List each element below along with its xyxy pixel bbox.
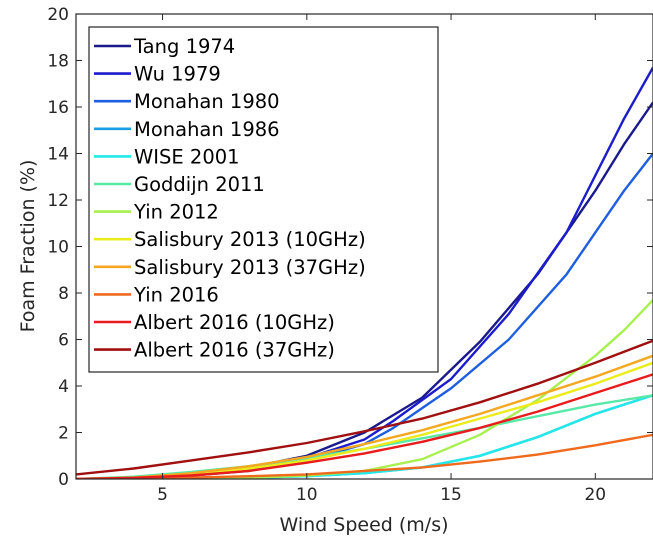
y-tick-label: 20 bbox=[47, 5, 69, 25]
legend-label-11: Albert 2016 (37GHz) bbox=[134, 339, 335, 362]
y-tick-label: 4 bbox=[58, 377, 69, 397]
y-tick-label: 14 bbox=[47, 145, 69, 165]
legend-label-1: Wu 1979 bbox=[134, 63, 221, 86]
legend-label-4: WISE 2001 bbox=[134, 145, 240, 168]
legend-label-0: Tang 1974 bbox=[133, 35, 235, 58]
series-line-5 bbox=[76, 394, 653, 479]
series-line-8 bbox=[76, 354, 653, 479]
x-axis: 5 10 15 20 bbox=[157, 14, 606, 505]
y-tick-label: 0 bbox=[58, 470, 69, 490]
x-axis-label: Wind Speed (m/s) bbox=[279, 514, 448, 536]
legend-label-5: Goddijn 2011 bbox=[134, 173, 265, 196]
y-tick-label: 6 bbox=[58, 331, 69, 351]
x-tick-label: 20 bbox=[584, 485, 606, 505]
legend-label-9: Yin 2016 bbox=[133, 283, 219, 306]
legend-label-8: Salisbury 2013 (37GHz) bbox=[134, 256, 366, 279]
series-line-9 bbox=[76, 433, 653, 479]
y-axis-label: Foam Fraction (%) bbox=[17, 160, 39, 333]
legend-label-6: Yin 2012 bbox=[133, 201, 219, 224]
y-axis: 0 2 4 6 8 10 12 14 16 18 20 bbox=[47, 5, 653, 490]
legend-box bbox=[88, 26, 439, 373]
legend-label-10: Albert 2016 (10GHz) bbox=[134, 311, 335, 334]
y-tick-label: 18 bbox=[47, 52, 69, 72]
y-tick-label: 10 bbox=[47, 238, 69, 258]
y-tick-label: 12 bbox=[47, 191, 69, 211]
series-line-10 bbox=[76, 373, 653, 479]
y-tick-label: 16 bbox=[47, 98, 69, 118]
x-tick-label: 10 bbox=[296, 485, 318, 505]
series-line-7 bbox=[76, 361, 653, 479]
series-lines bbox=[76, 66, 653, 479]
series-line-3 bbox=[76, 394, 653, 479]
series-line-11 bbox=[76, 339, 653, 476]
legend-label-2: Monahan 1980 bbox=[134, 90, 280, 113]
x-tick-label: 15 bbox=[440, 485, 462, 505]
y-tick-label: 8 bbox=[58, 284, 69, 304]
legend: Tang 1974 Wu 1979 Monahan 1980 Monahan 1986… bbox=[88, 26, 439, 373]
y-tick-label: 2 bbox=[58, 424, 69, 444]
legend-label-7: Salisbury 2013 (10GHz) bbox=[134, 228, 366, 251]
legend-label-3: Monahan 1986 bbox=[134, 118, 280, 141]
series-line-4 bbox=[76, 394, 653, 479]
x-tick-label: 5 bbox=[157, 485, 168, 505]
